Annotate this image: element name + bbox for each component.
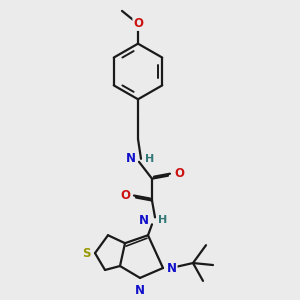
Text: O: O — [133, 17, 143, 30]
Text: O: O — [174, 167, 184, 180]
Text: N: N — [167, 262, 177, 275]
Text: S: S — [82, 247, 91, 260]
Text: O: O — [120, 189, 130, 202]
Text: N: N — [139, 214, 149, 227]
Text: H: H — [145, 154, 154, 164]
Text: N: N — [135, 284, 145, 297]
Text: N: N — [126, 152, 136, 165]
Text: H: H — [158, 215, 167, 225]
